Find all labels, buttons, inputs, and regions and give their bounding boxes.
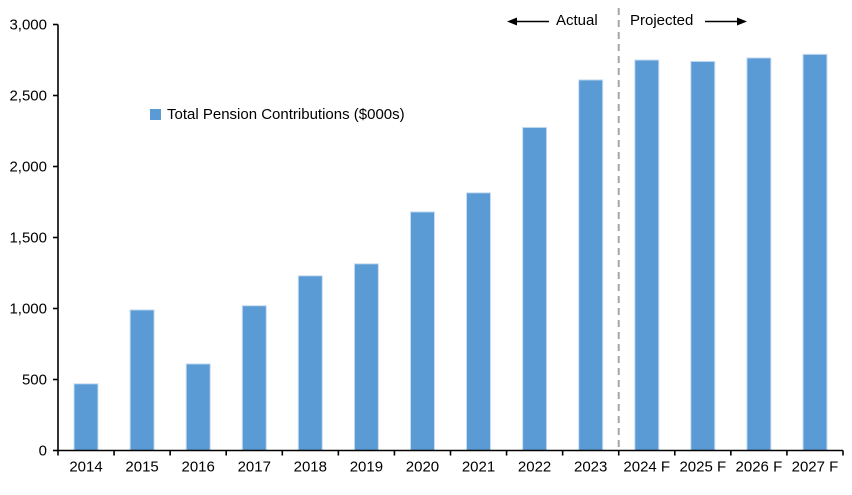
x-tick-label: 2021 (462, 459, 495, 476)
bar-2024 F (634, 59, 660, 451)
y-tick-label: 1,000 (9, 301, 47, 318)
x-tick-label: 2026 F (736, 459, 783, 476)
x-tick-label: 2024 F (623, 459, 670, 476)
x-tick-label: 2015 (125, 459, 158, 476)
y-tick-label: 500 (22, 372, 47, 389)
x-tick-label: 2027 F (792, 459, 839, 476)
x-tick-label: 2014 (69, 459, 102, 476)
bar-2015 (129, 309, 155, 451)
x-tick-label: 2025 F (679, 459, 726, 476)
right-arrow-icon (705, 17, 747, 26)
projected-annotation-label: Projected (630, 12, 694, 29)
x-tick-label: 2019 (350, 459, 383, 476)
legend-series-label: Total Pension Contributions ($000s) (167, 106, 405, 123)
x-tick-label: 2022 (518, 459, 551, 476)
x-tick-label: 2016 (181, 459, 214, 476)
legend-series-marker-icon (150, 109, 161, 120)
x-tick-label: 2020 (406, 459, 439, 476)
y-tick-label: 3,000 (9, 17, 47, 34)
x-tick-label: 2018 (294, 459, 327, 476)
bar-2025 F (690, 60, 716, 452)
x-tick-label: 2017 (238, 459, 271, 476)
bar-2022 (522, 126, 548, 452)
bar-2019 (353, 263, 379, 451)
chart-legend: Total Pension Contributions ($000s) (150, 106, 405, 123)
y-tick-label: 0 (39, 443, 47, 460)
bar-2018 (297, 275, 323, 451)
bar-2014 (73, 383, 99, 451)
y-tick-label: 1,500 (9, 230, 47, 247)
y-tick-label: 2,500 (9, 88, 47, 105)
bar-2016 (185, 363, 211, 451)
bar-2021 (466, 192, 491, 452)
bar-2023 (578, 79, 604, 452)
y-tick-label: 2,000 (9, 159, 47, 176)
bar-2027 F (802, 53, 828, 452)
bar-2026 F (746, 57, 772, 452)
x-tick-label: 2023 (574, 459, 607, 476)
bar-2020 (410, 211, 435, 451)
left-arrow-icon (507, 17, 549, 26)
bar-2017 (241, 305, 267, 452)
actual-annotation-label: Actual (556, 12, 598, 29)
